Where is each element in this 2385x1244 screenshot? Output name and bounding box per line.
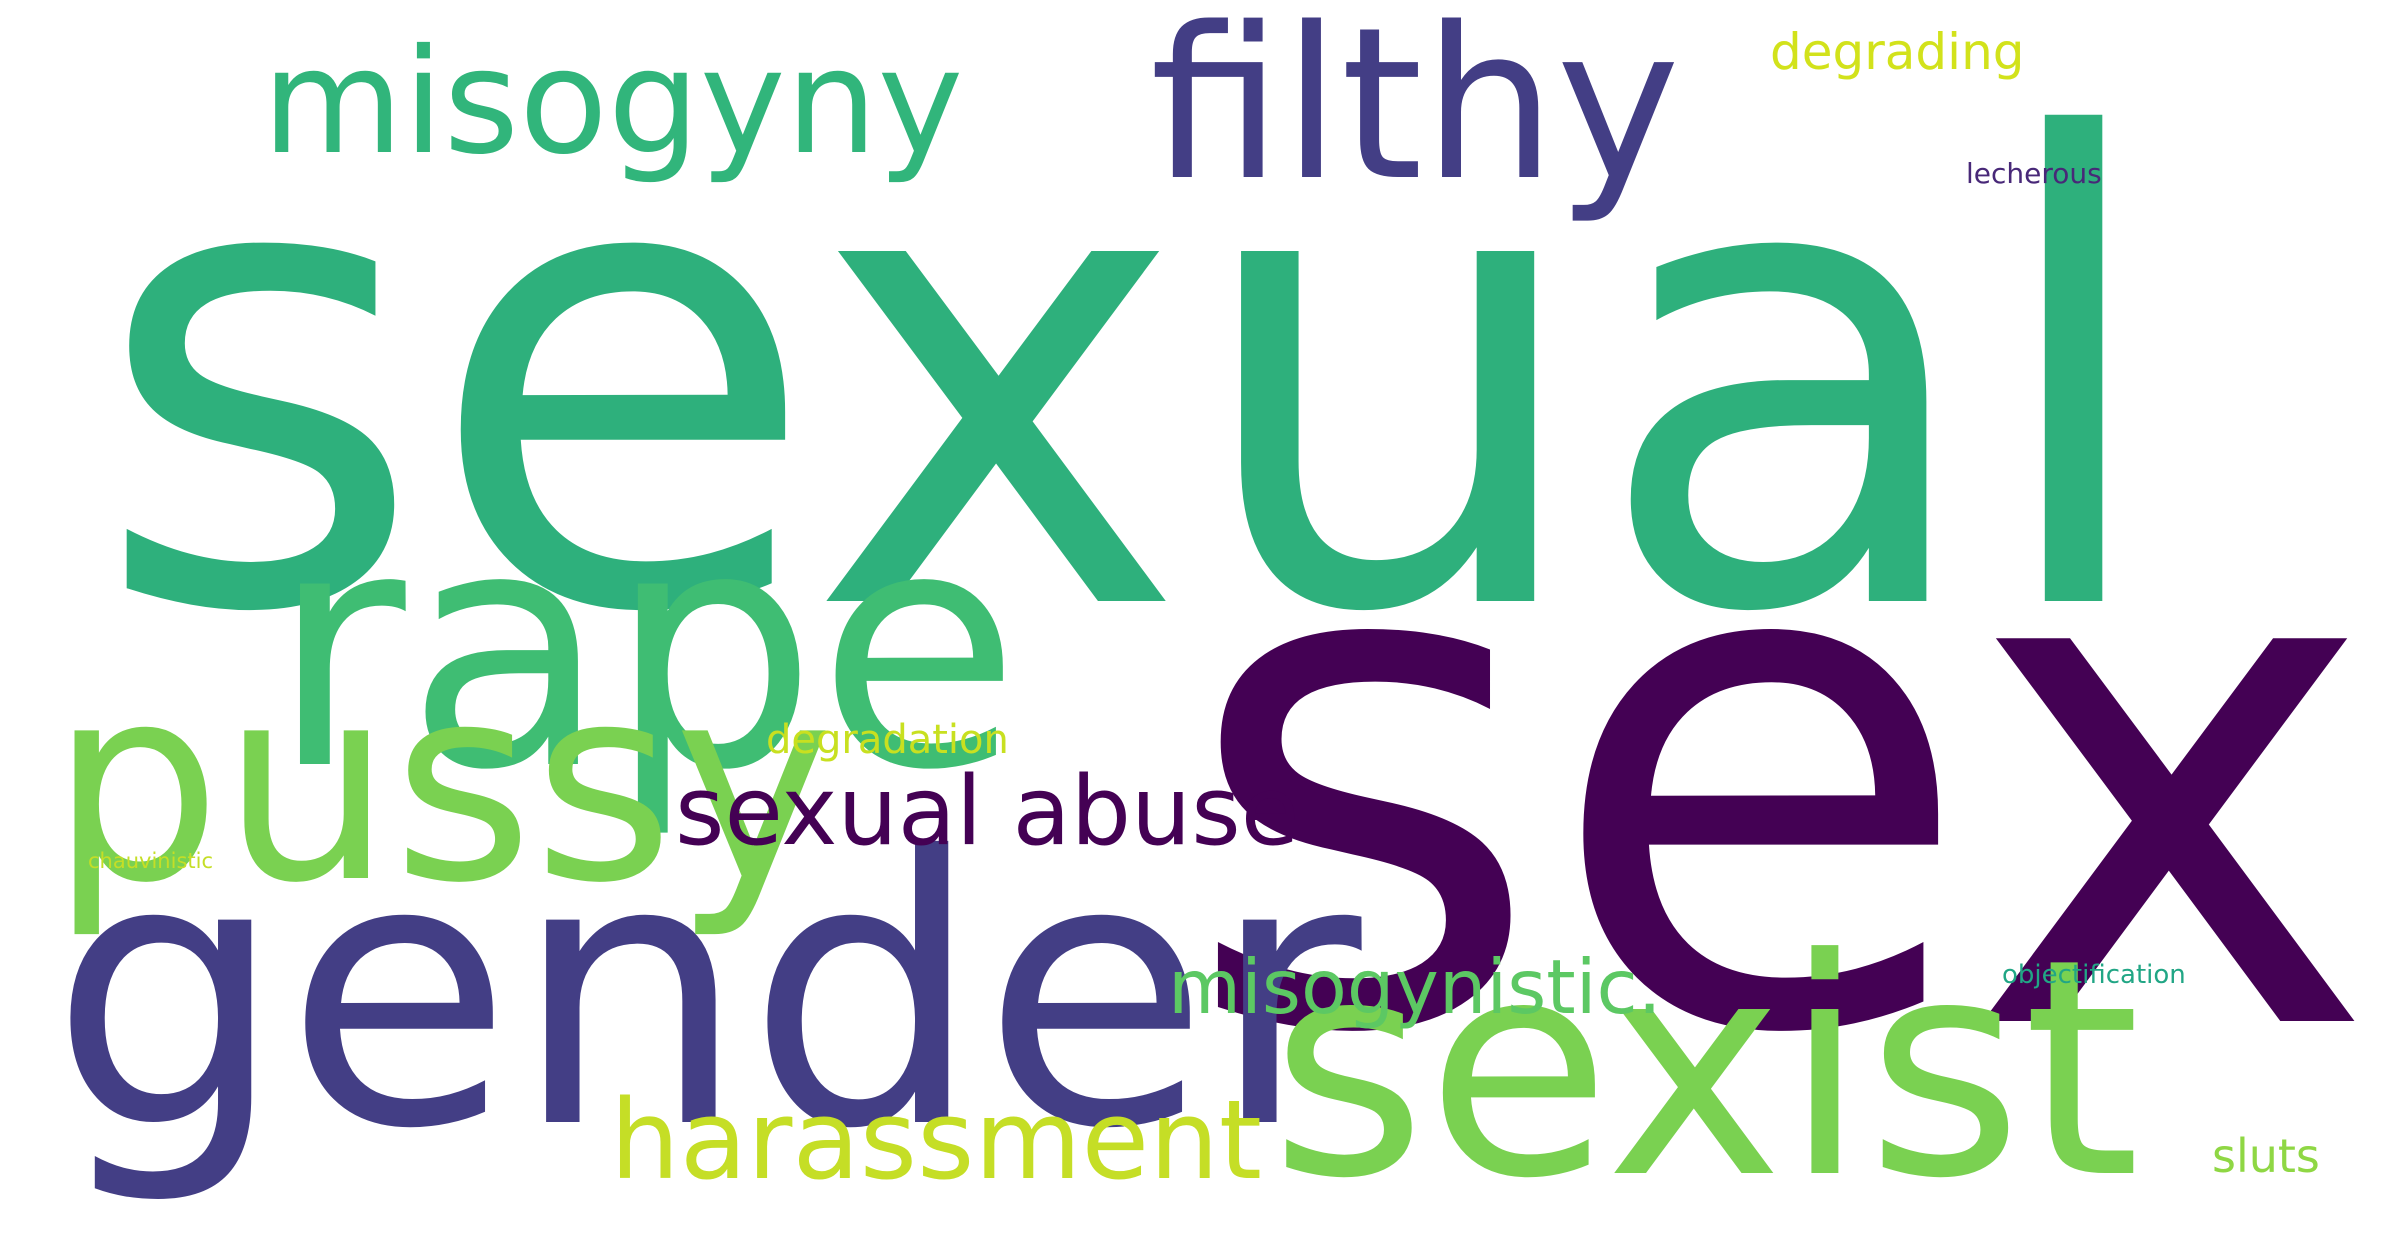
word-rape: rape (270, 458, 1021, 842)
word-lecherous: lecherous (1966, 157, 2102, 190)
word-sexual: sexual (92, 7, 2163, 752)
word-chauvinistic: chauvinistic (88, 849, 213, 873)
word-sluts: sluts (2212, 1129, 2320, 1183)
word-sexist: sexist (1270, 895, 2141, 1244)
word-degrading: degrading (1770, 23, 2025, 81)
word-filthy: filthy (1150, 0, 1681, 227)
word-misogynistic: misogynistic. (1168, 943, 1662, 1031)
word-objectification: objectification (2002, 960, 2186, 990)
word-degradation: degradation (766, 717, 1009, 763)
word-harassment: harassment (610, 1076, 1263, 1204)
word-sexual-abuse: sexual abuse (675, 757, 1300, 867)
word-pussy: pussy (50, 627, 834, 942)
word-sex: sex (1180, 372, 2378, 1187)
word-gender: gender (50, 780, 1362, 1210)
word-misogyny: misogyny (262, 18, 964, 187)
